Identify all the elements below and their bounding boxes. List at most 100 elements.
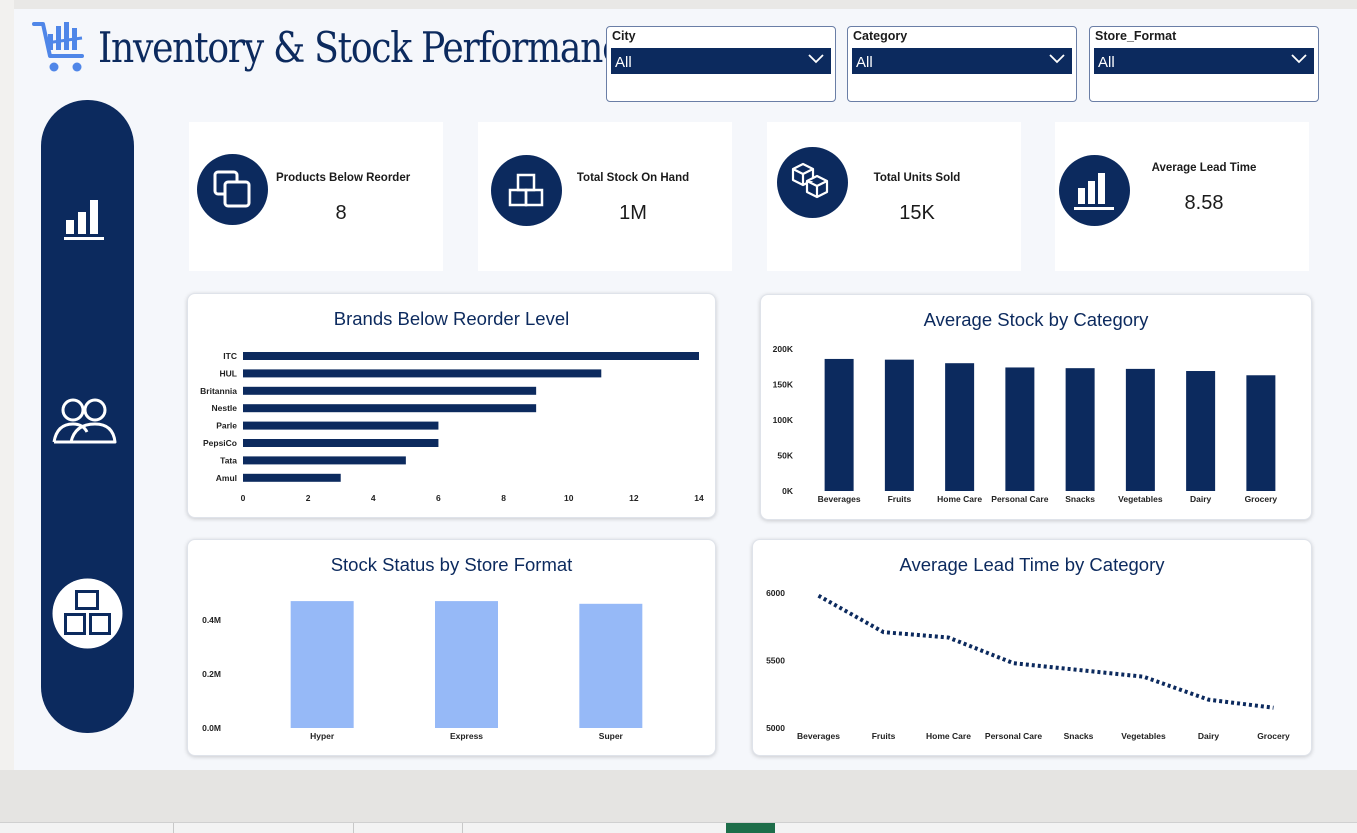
x-tick-label: 14 [694, 493, 704, 503]
bar [243, 421, 439, 430]
kpi-value: 15K [899, 202, 935, 224]
bar [579, 603, 643, 728]
city-slicer[interactable]: City All [606, 26, 836, 102]
category-label: Personal Care [985, 731, 1042, 741]
category-label: Vegetables [1118, 494, 1163, 504]
bar [1065, 368, 1095, 491]
y-tick-label: 0.2M [202, 669, 221, 679]
series-line [817, 593, 1274, 710]
x-tick-label: 12 [629, 493, 639, 503]
category-label: Hyper [310, 731, 335, 741]
store-format-dropdown-value: All [1098, 54, 1115, 71]
chart-title: Average Stock by Category [923, 309, 1149, 330]
kpi-value: 8 [335, 202, 347, 224]
average-stock-by-category-plot: 0K 50K 100K 150K 200K Beverages Fruits Home Car… [773, 344, 1278, 504]
category-label: Amul [216, 473, 237, 483]
average-stock-by-category-chart: Average Stock by Category 0K 50K 100K 150K 2… [760, 294, 1312, 520]
cart-icon [32, 22, 84, 72]
bar [243, 439, 439, 447]
chevron-down-icon [1291, 54, 1307, 64]
bar [243, 386, 537, 395]
x-tick-label: 4 [371, 493, 376, 503]
taskbar-active-app[interactable] [726, 823, 775, 833]
category-label: Britannia [200, 386, 237, 396]
stock-status-by-store-format-plot: 0.0M 0.2M 0.4M Hyper Express Super [202, 601, 643, 741]
taskbar-tab[interactable] [353, 823, 354, 833]
bar [243, 369, 602, 378]
bar [290, 601, 354, 728]
category-label: Beverages [818, 494, 861, 504]
x-tick-label: 0 [241, 493, 246, 503]
kpi-value: 1M [619, 202, 647, 224]
y-tick-label: 150K [773, 380, 794, 390]
taskbar-tab[interactable] [462, 823, 463, 833]
nav-sidebar [41, 100, 134, 733]
y-tick-label: 0.0M [202, 723, 221, 733]
cubes-icon [777, 147, 848, 218]
header: Inventory & Stock Performance [32, 18, 730, 76]
kpi-average-lead-time: Average Lead Time 8.58 [1055, 122, 1309, 271]
city-dropdown[interactable]: All [611, 48, 831, 74]
store-format-dropdown[interactable]: All [1094, 48, 1314, 74]
kpi-products-below-reorder: Products Below Reorder 8 [189, 122, 443, 271]
y-tick-label: 5500 [766, 656, 785, 666]
chart-title: Brands Below Reorder Level [333, 308, 570, 329]
category-label: Personal Care [991, 494, 1048, 504]
category-label: Express [450, 731, 483, 741]
category-label: HUL [220, 368, 237, 378]
category-label: Home Care [937, 494, 982, 504]
bar [1125, 368, 1155, 491]
store-format-slicer[interactable]: Store_Format All [1089, 26, 1319, 102]
x-tick-label: 8 [501, 493, 506, 503]
kpi-total-units-sold: Total Units Sold 15K [767, 122, 1021, 271]
category-label: Dairy [1198, 731, 1220, 741]
brands-below-reorder-plot: ITC HUL Britannia Nestle Parle PepsiCo Tata Amu… [200, 351, 704, 503]
category-label: Grocery [1257, 731, 1290, 741]
kpi-value: 8.58 [1184, 192, 1224, 214]
average-lead-time-by-category-plot: 5000 5500 6000 Beverages Fruits Home Care Pers… [766, 588, 1290, 741]
brands-below-reorder-chart: Brands Below Reorder Level ITC HUL Britann… [187, 293, 716, 518]
category-slicer[interactable]: Category All [847, 26, 1077, 102]
bar [243, 404, 537, 413]
users-icon[interactable] [51, 396, 119, 448]
page-title: Inventory & Stock Performance [98, 22, 642, 72]
category-label: Home Care [926, 731, 971, 741]
y-tick-label: 50K [777, 451, 793, 461]
bar [1186, 371, 1216, 491]
bar [824, 358, 854, 491]
category-label: Beverages [797, 731, 840, 741]
chevron-down-icon [808, 54, 824, 64]
category-label: Parle [216, 421, 237, 431]
kpi-label: Products Below Reorder [276, 172, 411, 184]
category-slicer-label: Category [853, 29, 908, 43]
category-label: Snacks [1065, 494, 1095, 504]
kpi-label: Average Lead Time [1151, 162, 1257, 174]
category-dropdown-value: All [856, 54, 873, 71]
store-format-slicer-label: Store_Format [1095, 29, 1177, 43]
category-label: Snacks [1064, 731, 1094, 741]
average-lead-time-by-category-chart: Average Lead Time by Category 5000 5500 60… [752, 539, 1312, 756]
taskbar-tab[interactable] [173, 823, 174, 833]
boxes-icon[interactable] [52, 578, 123, 649]
kpi-total-stock-on-hand: Total Stock On Hand 1M [478, 122, 732, 271]
category-label: Tata [220, 455, 237, 465]
category-label: Fruits [872, 731, 896, 741]
category-dropdown[interactable]: All [852, 48, 1072, 74]
chevron-down-icon [1049, 54, 1065, 64]
category-label: Vegetables [1121, 731, 1166, 741]
category-label: Fruits [888, 494, 912, 504]
bar [884, 359, 914, 491]
category-label: Super [599, 731, 624, 741]
y-tick-label: 0K [782, 486, 794, 496]
chart-title: Stock Status by Store Format [330, 554, 573, 575]
y-tick-label: 6000 [766, 588, 785, 598]
chart-title: Average Lead Time by Category [899, 554, 1165, 575]
x-tick-label: 2 [306, 493, 311, 503]
chart-icon[interactable] [62, 196, 110, 242]
category-label: PepsiCo [203, 438, 237, 448]
y-tick-label: 200K [773, 344, 794, 354]
bar [1005, 367, 1035, 491]
bar [243, 352, 699, 360]
window-left-edge [0, 0, 14, 833]
bar [243, 456, 406, 465]
